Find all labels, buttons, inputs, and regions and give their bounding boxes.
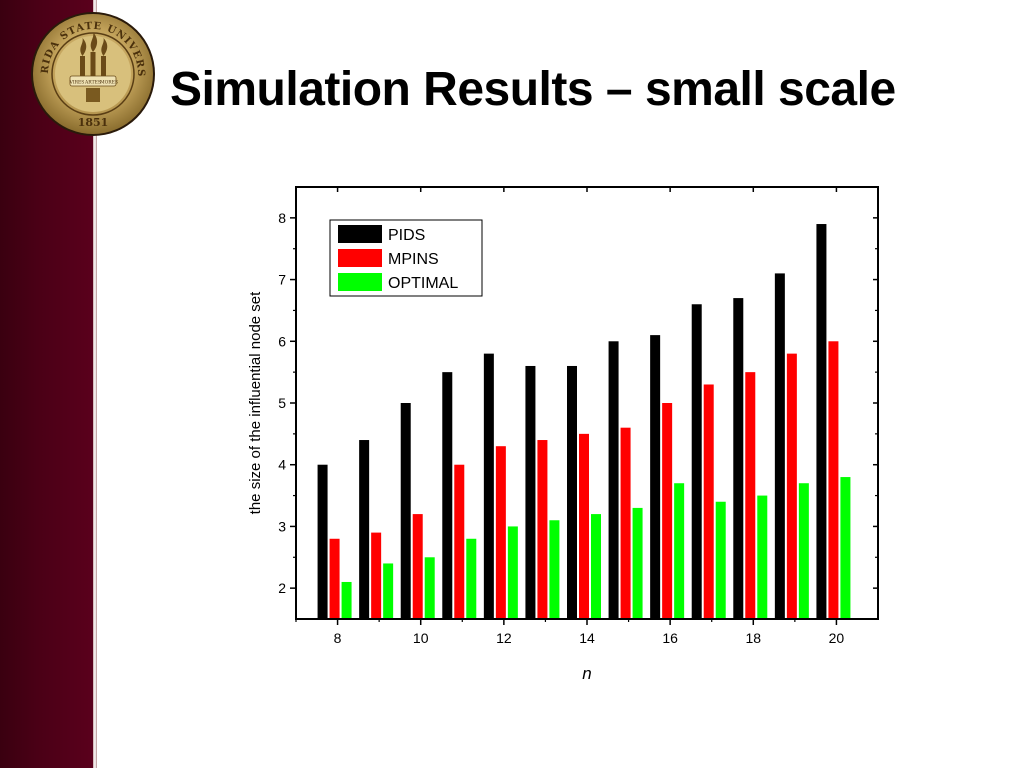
bar-mpins-n9	[371, 532, 382, 619]
bar-mpins-n15	[620, 427, 631, 619]
y-tick-label-4: 4	[278, 457, 286, 473]
seal-year: 1851	[78, 116, 109, 129]
y-tick-label-3: 3	[278, 518, 286, 534]
bar-optimal-n20	[840, 477, 851, 619]
bar-pids-n18	[733, 298, 744, 619]
seal-banner-left: VIRES	[69, 80, 85, 86]
bar-optimal-n11	[466, 538, 477, 619]
bar-mpins-n12	[495, 446, 506, 619]
legend-label-optimal: OPTIMAL	[388, 275, 458, 292]
x-tick-label-10: 10	[413, 630, 429, 646]
seal-banner-middle: ARTES	[84, 80, 101, 86]
seal-banner-right: MORES	[100, 80, 118, 86]
bar-optimal-n14	[591, 514, 601, 619]
bar-mpins-n20	[828, 341, 839, 619]
bar-mpins-n8	[329, 538, 340, 619]
bar-pids-n15	[608, 341, 619, 619]
y-tick-label-7: 7	[278, 272, 286, 288]
bar-pids-n10	[400, 403, 411, 619]
bar-pids-n13	[525, 365, 536, 619]
x-tick-label-20: 20	[829, 630, 845, 646]
bar-pids-n12	[483, 353, 494, 619]
bar-optimal-n15	[632, 507, 643, 619]
x-tick-label-18: 18	[745, 630, 761, 646]
bar-pids-n16	[650, 335, 661, 619]
y-tick-label-6: 6	[278, 333, 286, 349]
bar-pids-n19	[774, 273, 785, 619]
university-seal-logo: FLORIDA STATE UNIVERSITY 1851 VIRES ARTE…	[26, 10, 155, 136]
sidebar-divider	[93, 0, 97, 768]
x-tick-label-14: 14	[579, 630, 595, 646]
y-tick-label-2: 2	[278, 580, 286, 596]
bar-optimal-n16	[674, 483, 685, 619]
bar-mpins-n14	[579, 433, 589, 619]
bar-pids-n9	[359, 440, 370, 619]
bar-optimal-n9	[383, 563, 394, 619]
legend-swatch-optimal	[338, 273, 382, 291]
y-tick-label-5: 5	[278, 395, 286, 411]
bar-optimal-n17	[715, 501, 726, 619]
bar-optimal-n13	[549, 520, 560, 619]
bar-mpins-n10	[412, 514, 423, 619]
bar-optimal-n10	[424, 557, 435, 619]
bar-optimal-n12	[507, 526, 518, 619]
y-tick-label-8: 8	[278, 210, 286, 226]
bar-optimal-n8	[341, 581, 352, 619]
legend-label-mpins: MPINS	[388, 251, 439, 268]
x-tick-label-16: 16	[662, 630, 678, 646]
bar-mpins-n18	[745, 372, 756, 619]
bar-mpins-n16	[662, 403, 673, 619]
x-axis-label: n	[582, 664, 591, 683]
bar-mpins-n19	[786, 353, 797, 619]
bar-pids-n14	[567, 365, 577, 619]
torch-icon	[80, 32, 108, 84]
bar-chart: 2 3 4 5 6 7 8 8 10 12 14 16 18 20 n the size of the inf…	[247, 186, 879, 683]
slide-title: Simulation Results – small scale	[170, 63, 896, 116]
bar-pids-n8	[317, 464, 328, 619]
bar-mpins-n17	[703, 384, 714, 619]
x-tick-label-12: 12	[496, 630, 512, 646]
bar-pids-n17	[691, 304, 702, 619]
y-axis-label: the size of the influential node set	[247, 291, 264, 514]
bar-mpins-n13	[537, 440, 548, 619]
bar-optimal-n19	[798, 483, 809, 619]
bar-mpins-n11	[454, 464, 465, 619]
bar-pids-n11	[442, 372, 453, 619]
legend-swatch-pids	[338, 225, 382, 243]
x-tick-label-8: 8	[334, 630, 342, 646]
bar-optimal-n18	[757, 495, 768, 619]
legend-swatch-mpins	[338, 249, 382, 267]
bar-pids-n20	[816, 224, 827, 619]
legend-label-pids: PIDS	[388, 227, 425, 244]
